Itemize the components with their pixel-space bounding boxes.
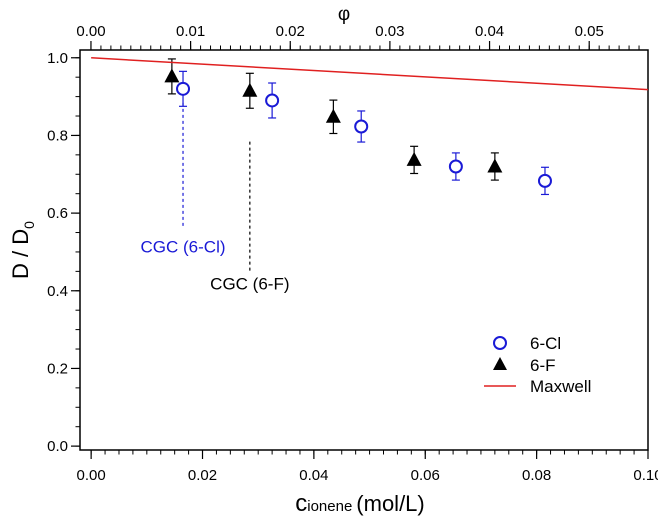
- axis-ticks: [71, 41, 649, 459]
- x-axis-title-unit: (mol/L): [356, 491, 424, 516]
- x2-tick-label: 0.04: [475, 23, 504, 40]
- legend-label-6-cl: 6-Cl: [530, 334, 561, 353]
- maxwell-line: [91, 57, 649, 91]
- point-6-cl: [448, 159, 463, 174]
- point-6-f: [242, 82, 258, 97]
- tick-labels: 0.00 0.02 0.04 0.06 0.08 0.10 0.00 0.01 0.02 0.03…: [47, 23, 658, 484]
- cgc-label: CGC (6-Cl): [141, 238, 226, 257]
- y-tick-label: 0.0: [47, 438, 68, 455]
- point-6-f: [487, 158, 503, 173]
- cgc-label: CGC (6-F): [210, 274, 289, 293]
- top-axis-title: φ: [338, 4, 350, 25]
- y-axis-title: D / D0: [8, 221, 37, 279]
- y-tick-label: 1.0: [47, 50, 68, 67]
- x2-tick-label: 0.02: [276, 23, 305, 40]
- x-axis-title-sub: ionene: [307, 498, 352, 515]
- legend-marker-6-f: [493, 357, 507, 370]
- point-6-f: [164, 68, 180, 83]
- x-tick-label: 0.08: [522, 467, 551, 484]
- x-axis-title: cionene (mol/L): [295, 490, 425, 517]
- y-tick-label: 0.2: [47, 360, 68, 377]
- x2-tick-label: 0.01: [176, 23, 205, 40]
- point-6-cl: [354, 119, 369, 134]
- legend: 6-Cl 6-F Maxwell: [484, 334, 591, 396]
- legend-marker-6-cl: [493, 336, 507, 350]
- x-tick-label: 0.00: [77, 467, 106, 484]
- annotations: CGC (6-Cl) CGC (6-F): [141, 102, 290, 293]
- x2-tick-label: 0.05: [575, 23, 604, 40]
- point-6-cl: [265, 93, 280, 108]
- point-6-f: [325, 108, 341, 123]
- point-6-f: [406, 151, 422, 166]
- y-tick-label: 0.6: [47, 205, 68, 222]
- x-tick-label: 0.10: [633, 467, 658, 484]
- point-6-cl: [537, 173, 552, 188]
- plot-frame: [79, 49, 649, 451]
- x2-tick-label: 0.00: [76, 23, 105, 40]
- x-tick-label: 0.02: [188, 467, 217, 484]
- series-layer: [91, 57, 649, 196]
- x2-tick-label: 0.03: [375, 23, 404, 40]
- legend-label-maxwell: Maxwell: [530, 377, 591, 396]
- y-axis-title-main: D / D: [8, 229, 33, 279]
- legend-label-6-f: 6-F: [530, 356, 556, 375]
- x-tick-label: 0.04: [299, 467, 328, 484]
- x-axis-title-main: c: [295, 490, 307, 517]
- y-tick-label: 0.8: [47, 127, 68, 144]
- y-axis-title-sub: 0: [21, 221, 37, 229]
- point-6-cl: [176, 81, 191, 96]
- x-tick-label: 0.06: [411, 467, 440, 484]
- y-tick-label: 0.4: [47, 283, 68, 300]
